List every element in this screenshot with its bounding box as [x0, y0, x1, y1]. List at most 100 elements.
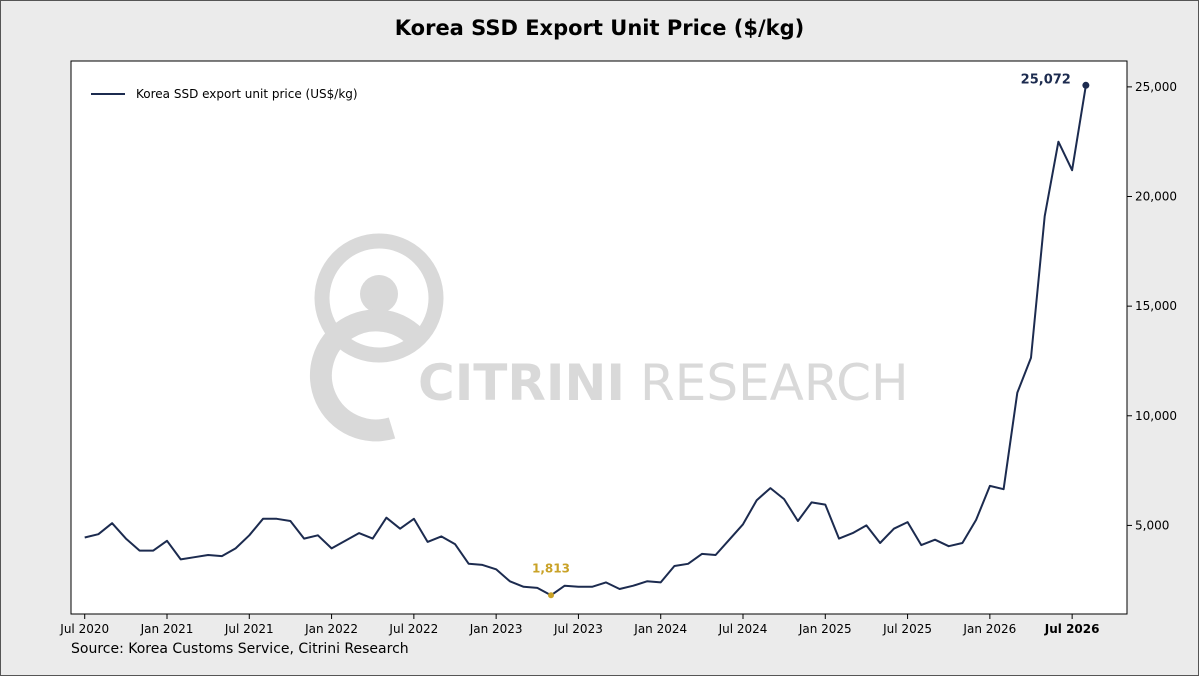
x-tick-label: Jul 2026 — [1044, 622, 1100, 636]
watermark-text-right: RESEARCH — [640, 354, 909, 412]
data-point — [138, 549, 141, 552]
chart-title: Korea SSD Export Unit Price ($/kg) — [394, 16, 805, 40]
watermark-logo-head — [360, 275, 398, 313]
y-tick-label: 20,000 — [1135, 190, 1177, 204]
x-tick-label: Jan 2025 — [798, 622, 852, 636]
data-point — [261, 517, 264, 520]
data-point — [1043, 215, 1046, 218]
data-point — [83, 536, 86, 539]
data-point — [1002, 488, 1005, 491]
data-point — [563, 584, 566, 587]
data-point — [330, 547, 333, 550]
data-point — [371, 537, 374, 540]
data-point — [522, 585, 525, 588]
series-line — [84, 85, 1087, 597]
data-point — [769, 487, 772, 490]
data-point — [618, 587, 621, 590]
data-point — [179, 558, 182, 561]
data-point — [961, 541, 964, 544]
x-tick-label: Jan 2023 — [469, 622, 523, 636]
x-tick-label: Jan 2021 — [140, 622, 194, 636]
data-point — [412, 517, 415, 520]
data-point — [124, 537, 127, 540]
min-value-label: 1,813 — [532, 561, 570, 575]
data-point — [591, 585, 594, 588]
watermark: CITRINI RESEARCH — [309, 233, 909, 442]
data-point — [728, 538, 731, 541]
data-point — [275, 517, 278, 520]
data-point — [700, 552, 703, 555]
data-point — [783, 498, 786, 501]
data-point — [673, 564, 676, 567]
x-tick-label: Jul 2022 — [388, 622, 438, 636]
data-point — [97, 533, 100, 536]
data-point — [536, 586, 539, 589]
data-point — [659, 581, 662, 584]
data-point — [1071, 169, 1074, 172]
y-tick-label: 5,000 — [1135, 518, 1169, 532]
data-point — [344, 539, 347, 542]
data-point — [687, 562, 690, 565]
source-note: Source: Korea Customs Service, Citrini R… — [71, 641, 409, 657]
data-point — [316, 534, 319, 537]
data-point — [399, 527, 402, 530]
x-tick-label: Jul 2024 — [718, 622, 768, 636]
data-point — [220, 555, 223, 558]
data-point — [248, 534, 251, 537]
data-point — [1057, 140, 1060, 143]
data-point — [207, 553, 210, 556]
y-tick-label: 25,000 — [1135, 80, 1177, 94]
data-point — [495, 568, 498, 571]
data-point — [892, 527, 895, 530]
data-point — [879, 541, 882, 544]
data-point — [426, 540, 429, 543]
data-point — [645, 580, 648, 583]
data-point — [837, 537, 840, 540]
data-point — [741, 523, 744, 526]
data-point — [933, 538, 936, 541]
data-point — [289, 519, 292, 522]
data-point — [824, 503, 827, 506]
watermark-text-left: CITRINI — [418, 354, 625, 412]
y-tick-label: 10,000 — [1135, 409, 1177, 423]
data-point — [975, 518, 978, 521]
data-point — [947, 545, 950, 548]
data-point — [755, 499, 758, 502]
data-point — [1029, 356, 1032, 359]
data-point — [481, 563, 484, 566]
data-point — [988, 484, 991, 487]
data-point — [467, 562, 470, 565]
data-point — [303, 537, 306, 540]
data-point — [906, 521, 909, 524]
data-point — [111, 522, 114, 525]
data-point — [508, 580, 511, 583]
x-tick-label: Jul 2020 — [59, 622, 109, 636]
x-tick-label: Jan 2026 — [962, 622, 1016, 636]
data-point — [165, 539, 168, 542]
data-point — [1016, 391, 1019, 394]
x-tick-label: Jul 2023 — [553, 622, 603, 636]
data-point — [385, 516, 388, 519]
x-tick-label: Jan 2022 — [304, 622, 358, 636]
data-point — [920, 544, 923, 547]
data-point — [152, 549, 155, 552]
data-point — [865, 524, 868, 527]
x-tick-label: Jul 2025 — [882, 622, 932, 636]
watermark-logo-ring — [314, 233, 444, 363]
data-point — [810, 501, 813, 504]
data-point — [193, 556, 196, 559]
x-tick-label: Jul 2021 — [224, 622, 274, 636]
data-point — [632, 584, 635, 587]
min-marker — [548, 592, 554, 599]
latest-value-label: 25,072 — [1021, 72, 1071, 87]
x-tick-label: Jan 2024 — [633, 622, 687, 636]
data-point — [796, 519, 799, 522]
data-point — [714, 553, 717, 556]
watermark-logo-body — [309, 309, 427, 442]
data-point — [453, 543, 456, 546]
data-point — [851, 532, 854, 535]
data-point — [234, 547, 237, 550]
data-point — [577, 585, 580, 588]
data-point — [440, 535, 443, 538]
